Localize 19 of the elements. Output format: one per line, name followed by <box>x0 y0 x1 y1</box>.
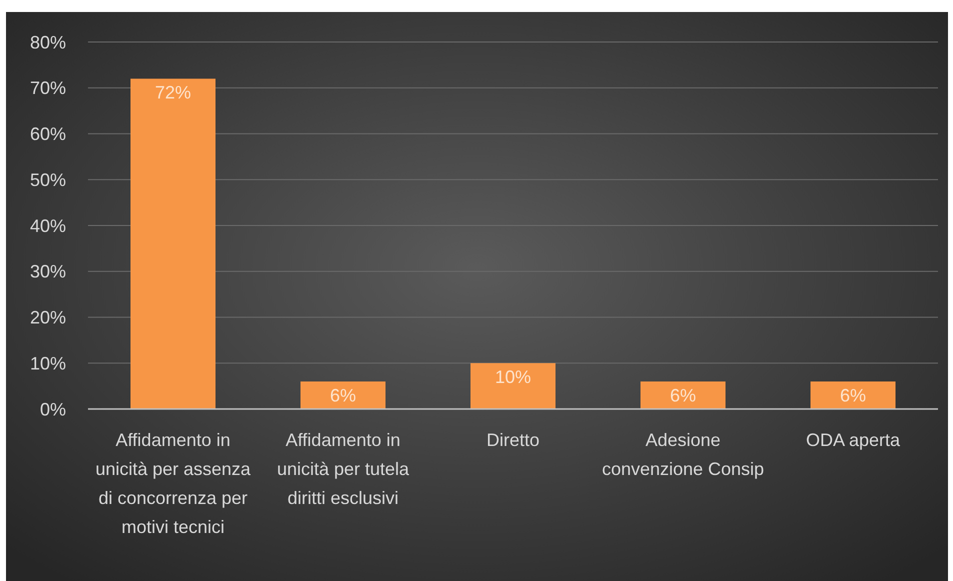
x-tick-label: Affidamento in unicità per tutela diritti esclusivi <box>276 430 410 508</box>
y-tick-label: 20% <box>30 308 66 328</box>
y-tick-label: 40% <box>30 216 66 236</box>
x-tick-label: Adesione convenzione Consip <box>602 430 764 479</box>
data-label: 72% <box>154 82 192 103</box>
y-tick-label: 70% <box>30 78 66 98</box>
x-tick-label: ODA aperta <box>806 430 902 450</box>
data-label: 6% <box>670 385 696 406</box>
y-tick-label: 10% <box>30 353 66 374</box>
x-tick-label: Diretto <box>486 430 540 450</box>
data-label: 10% <box>494 367 532 388</box>
y-tick-label: 30% <box>30 262 66 282</box>
y-tick-label: 0% <box>40 399 66 420</box>
y-tick-label: 60% <box>30 124 66 144</box>
x-tick-label: Affidamento in unicità per assenza di concorrenza per motivi tecnici <box>95 430 252 537</box>
data-label: 6% <box>840 385 866 406</box>
y-tick-label: 80% <box>30 32 66 52</box>
y-tick-label: 50% <box>30 170 66 190</box>
data-label: 6% <box>330 385 356 406</box>
